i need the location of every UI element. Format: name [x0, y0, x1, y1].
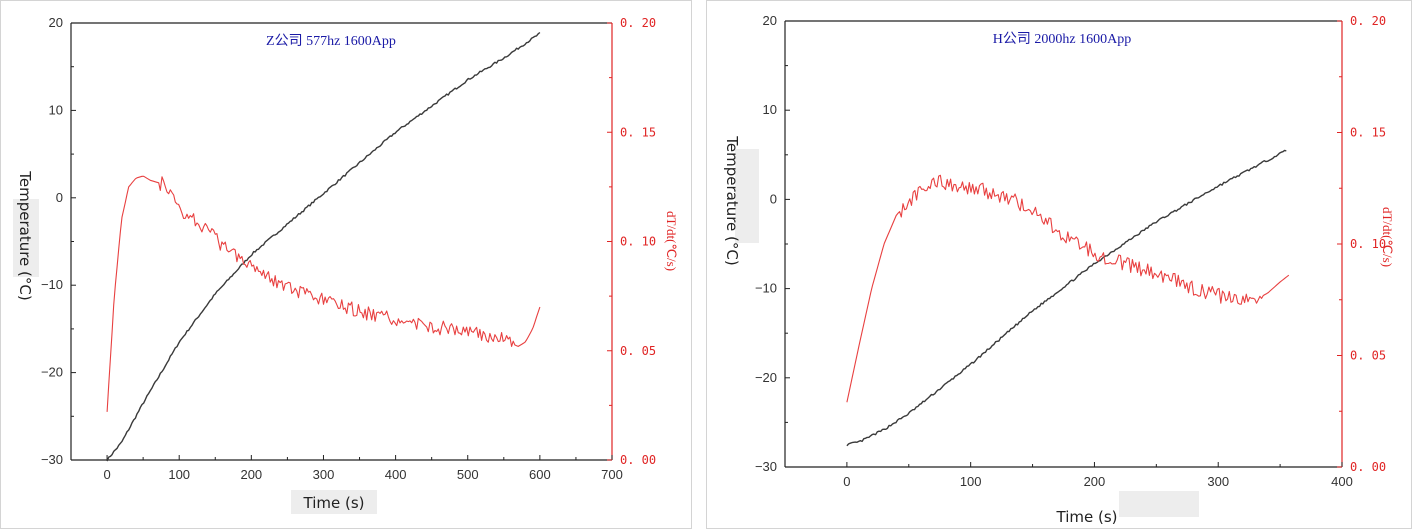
x-tick-label: 0: [843, 474, 850, 489]
y2-tick-label: 0. 05: [620, 344, 656, 358]
x-axis-label: Time (s): [303, 494, 365, 512]
x-tick-label: 100: [960, 474, 982, 489]
x-tick-label: 0: [103, 467, 110, 482]
x-axis-label-background: [291, 490, 377, 514]
y-tick-label: 20: [49, 15, 63, 30]
temperature-series-line: [846, 149, 1287, 447]
y-tick-label: 0: [770, 191, 777, 206]
y-tick-label: 10: [49, 102, 63, 117]
y-axis-label: Temperature (°C): [723, 135, 741, 265]
y-tick-label: 0: [56, 190, 63, 205]
y2-axis-label: dT/dt(℃/s): [664, 211, 679, 271]
plot-area: 0 100 200 300 400 −30 −20 −10 0 10 20 0. 00 0. 05 0. …: [755, 13, 1386, 489]
chart-panel-h: H公司 2000hz 1600App Time (s) Temperature …: [706, 0, 1412, 529]
x-tick-label: 400: [1331, 474, 1353, 489]
chart-title: Z公司 577hz 1600App: [266, 34, 396, 49]
y2-tick-label: 0. 00: [620, 453, 656, 467]
y2-tick-label: 0. 10: [1350, 237, 1386, 251]
x-axis-label-background: [1119, 491, 1199, 517]
chart-z-svg: Z公司 577hz 1600App Time (s) Temperature (…: [13, 15, 679, 514]
x-tick-label: 300: [313, 467, 335, 482]
y-axis-label-background: [735, 149, 759, 243]
dTdt-series-line: [846, 174, 1290, 403]
x-tick-label: 400: [385, 467, 407, 482]
y2-tick-label: 0. 15: [1350, 126, 1386, 140]
y2-tick-label: 0. 10: [620, 235, 656, 249]
y-tick-label: 10: [763, 102, 777, 117]
x-tick-label: 600: [529, 467, 551, 482]
chart-h-svg: H公司 2000hz 1600App Time (s) Temperature …: [723, 13, 1395, 526]
y2-tick-label: 0. 05: [1350, 349, 1386, 363]
y2-tick-label: 0. 20: [1350, 14, 1386, 28]
y2-tick-label: 0. 15: [620, 125, 656, 139]
x-axis-label: Time (s): [1056, 508, 1118, 526]
y-tick-label: −20: [41, 365, 63, 380]
y-axis-label: Temperature (°C): [16, 170, 34, 300]
temperature-series-line: [106, 31, 541, 462]
dTdt-series-line: [106, 175, 541, 412]
chart-title: H公司 2000hz 1600App: [993, 32, 1131, 47]
y-tick-label: −30: [755, 459, 777, 474]
y2-tick-label: 0. 00: [1350, 460, 1386, 474]
x-tick-label: 700: [601, 467, 623, 482]
x-tick-label: 500: [457, 467, 479, 482]
y-tick-label: −20: [755, 370, 777, 385]
y2-tick-label: 0. 20: [620, 16, 656, 30]
x-tick-label: 200: [240, 467, 262, 482]
y-tick-label: 20: [763, 13, 777, 28]
x-tick-label: 100: [168, 467, 190, 482]
y-axis-label-background: [13, 199, 39, 277]
chart-panel-z: Z公司 577hz 1600App Time (s) Temperature (…: [0, 0, 692, 529]
y-tick-label: −10: [755, 281, 777, 296]
x-tick-label: 300: [1207, 474, 1229, 489]
y-tick-label: −30: [41, 452, 63, 467]
y2-axis-label: dT/dt(℃/s): [1380, 207, 1395, 267]
y-tick-label: −10: [41, 277, 63, 292]
x-tick-label: 200: [1084, 474, 1106, 489]
plot-area: 0 100 200 300 400 500 600 700 −30 −20 −10 0 10 20 0. 0…: [41, 15, 656, 482]
